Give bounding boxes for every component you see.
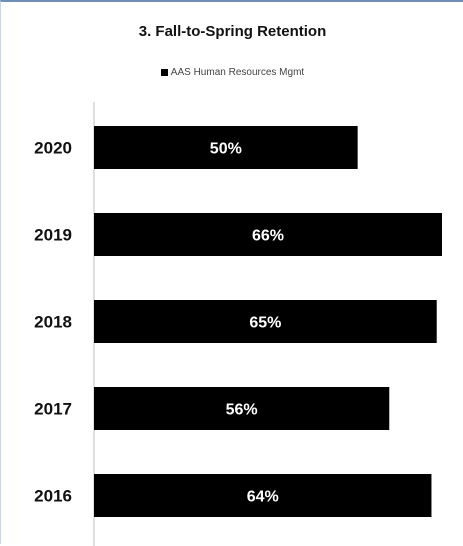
chart-title: 3. Fall-to-Spring Retention <box>138 23 327 40</box>
legend-label: AAS Human Resources Mgmt <box>170 67 305 78</box>
category-label-2019: 2019 <box>34 226 72 245</box>
data-label-2019: 66% <box>252 228 284 245</box>
bar-2017 <box>94 387 390 430</box>
chart-legend: AAS Human Resources Mgmt <box>1 67 463 78</box>
category-label-2018: 2018 <box>34 313 72 332</box>
data-label-2018: 65% <box>249 315 281 332</box>
bar-2018 <box>94 300 437 343</box>
bar-2016 <box>94 474 432 517</box>
bar-2019 <box>94 213 442 256</box>
data-label-2016: 64% <box>247 489 279 506</box>
category-label-2016: 2016 <box>34 487 72 506</box>
category-label-2020: 2020 <box>34 139 72 158</box>
data-label-2017: 56% <box>226 402 258 419</box>
bar-2020 <box>94 126 358 169</box>
data-label-2020: 50% <box>210 141 242 158</box>
legend-swatch <box>160 69 168 76</box>
category-label-2017: 2017 <box>34 400 72 419</box>
